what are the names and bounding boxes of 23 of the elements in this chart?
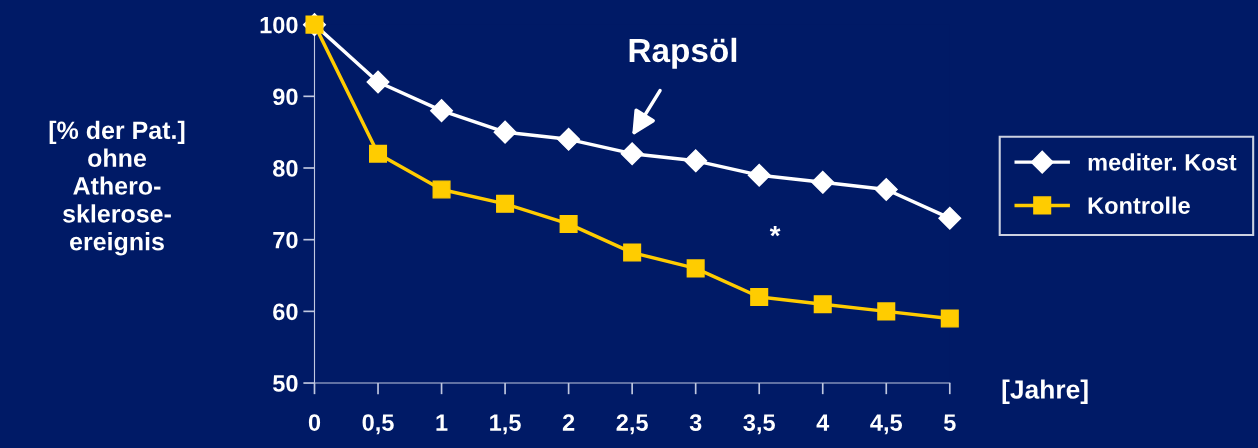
x-tick-label: 3,5 [743, 414, 775, 435]
x-tick-label: 5 [943, 414, 956, 431]
x-tick-label: 3 [689, 414, 702, 431]
x-tick-label: 4 [816, 414, 830, 431]
y-axis-title: [% der Pat.] ohne Athero- sklerose- ereignis [49, 120, 185, 256]
annotation: * [769, 225, 781, 237]
y-tick-label: 100 [260, 16, 298, 34]
x-tick-label: 0 [308, 414, 321, 431]
x-tick-label: 0,5 [362, 414, 394, 435]
x-tick-label: 2,5 [616, 414, 648, 435]
x-tick-label: 1,5 [490, 414, 521, 435]
x-tick-label: 4,5 [870, 414, 903, 435]
annotation: Rapsöl [629, 37, 737, 69]
x-axis-title: [Jahre] [1002, 379, 1088, 405]
x-tick-label: 2 [562, 414, 575, 431]
x-tick-label: 1 [436, 414, 448, 431]
y-tick-label: 90 [273, 88, 298, 106]
y-tick-label: 70 [273, 231, 298, 249]
y-tick-label: 60 [273, 303, 298, 321]
y-tick-label: 80 [273, 160, 298, 177]
legend-label: Kontrolle [1088, 196, 1190, 214]
y-tick-label: 50 [272, 375, 298, 392]
legend-label: mediter. Kost [1088, 153, 1237, 171]
